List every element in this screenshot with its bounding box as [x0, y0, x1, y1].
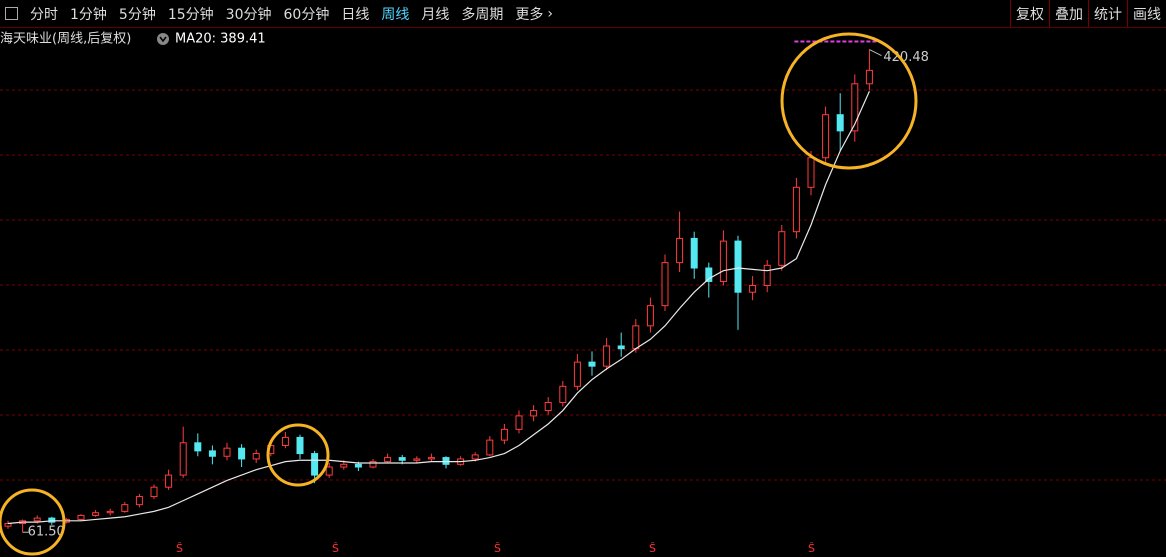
- candle-body: [559, 385, 567, 403]
- candle-body: [646, 305, 654, 327]
- candle-body: [165, 474, 173, 488]
- chevron: ›: [547, 5, 553, 22]
- candle-body: [325, 466, 333, 476]
- button[interactable]: 复权: [1010, 0, 1049, 27]
- candle-body: [238, 447, 246, 460]
- signal-marker: Ŝ: [176, 542, 183, 555]
- tabs: 分时 1分钟 5分钟 15分钟 30分钟 60分钟 日线 周线 月线 多周期 更多: [30, 4, 555, 24]
- candle-body: [106, 510, 114, 514]
- candle-body: [471, 454, 479, 460]
- tab[interactable]: 月线: [421, 6, 450, 23]
- candle-body: [515, 415, 523, 430]
- ma-line: [7, 91, 870, 525]
- tab[interactable]: 周线: [381, 6, 410, 23]
- candle-body: [836, 114, 844, 132]
- candle-body: [427, 457, 435, 460]
- candle-body: [311, 453, 319, 476]
- candle-body: [121, 504, 129, 512]
- signal-marker: Ŝ: [808, 542, 815, 555]
- candle-body: [33, 517, 41, 522]
- toolbar: 分时 1分钟 5分钟 15分钟 30分钟 60分钟 日线 周线 月线 多周期 更多 › 复权 叠加 统计…: [0, 0, 1166, 28]
- candle-body: [150, 486, 158, 498]
- highlight-circle: [266, 423, 330, 487]
- max-label: 420.48: [883, 50, 929, 65]
- candle-body: [252, 453, 260, 460]
- candle-body: [719, 240, 727, 282]
- candle-body: [705, 267, 713, 282]
- candle-body: [588, 361, 596, 367]
- candle-body: [179, 442, 187, 476]
- candle-body: [822, 114, 830, 159]
- candle-body: [807, 157, 815, 188]
- tab[interactable]: 60分钟: [283, 6, 330, 23]
- highlight-circle: [0, 488, 66, 556]
- signal-marker: Ŝ: [332, 542, 339, 555]
- grid: [0, 89, 1166, 481]
- tab[interactable]: 15分钟: [167, 6, 214, 23]
- candle-body: [486, 439, 494, 456]
- candle-body: [48, 517, 56, 523]
- toggle-icon[interactable]: [5, 7, 18, 20]
- highlight-circles: [0, 32, 918, 556]
- tab[interactable]: 分时: [30, 6, 58, 23]
- candle-body: [617, 345, 625, 350]
- tab[interactable]: 更多: [515, 6, 544, 23]
- ma-legend: MA20: 389.41: [175, 32, 266, 47]
- label-pointer: [869, 49, 882, 56]
- candle-body: [281, 436, 289, 446]
- plot: 61.50 420.48: [4, 40, 929, 540]
- tab[interactable]: 日线: [341, 6, 370, 23]
- legend-icon-chevron: [159, 36, 167, 43]
- candle-body: [530, 410, 538, 417]
- candle-body: [632, 325, 640, 350]
- tab[interactable]: 5分钟: [118, 6, 156, 23]
- button[interactable]: 统计: [1088, 0, 1127, 27]
- candle-body: [135, 496, 143, 506]
- candle-body: [77, 514, 85, 520]
- candle-body: [851, 83, 859, 132]
- candle-body: [398, 457, 406, 461]
- candle-body: [661, 262, 669, 307]
- signal-marker: Ŝ: [494, 542, 501, 555]
- highlight-circle: [780, 32, 918, 170]
- candle-body: [194, 442, 202, 452]
- signal-marker: Ŝ: [649, 542, 656, 555]
- candle-body: [690, 237, 698, 269]
- candle-body: [413, 458, 421, 461]
- candle-body: [384, 457, 392, 463]
- legend-icon[interactable]: [157, 33, 169, 45]
- candle-body: [369, 461, 377, 468]
- candle-body: [865, 69, 873, 85]
- min-label: 61.50: [28, 525, 65, 540]
- signal-markers: Ŝ Ŝ Ŝ Ŝ Ŝ: [176, 542, 815, 555]
- tab[interactable]: 30分钟: [225, 6, 272, 23]
- candle-body: [208, 450, 216, 457]
- candle-body: [573, 361, 581, 387]
- candle-body: [603, 345, 611, 367]
- candle-body: [442, 457, 450, 465]
- chart-title: 海天味业(周线,后复权): [0, 31, 131, 47]
- candle-body: [340, 463, 348, 468]
- candle-body: [296, 436, 304, 455]
- candle-body: [92, 512, 100, 516]
- candle-body: [734, 240, 742, 293]
- candle-body: [778, 231, 786, 266]
- tab[interactable]: 1分钟: [70, 6, 107, 23]
- button[interactable]: 叠加: [1049, 0, 1088, 27]
- button[interactable]: 画线: [1127, 0, 1166, 27]
- candle-body: [544, 401, 552, 412]
- candle-body: [749, 284, 757, 293]
- candle-body: [763, 264, 771, 286]
- candle-body: [500, 428, 508, 441]
- buttons: 复权 叠加 统计 画线: [1010, 0, 1166, 27]
- candle-body: [354, 463, 362, 468]
- candle-body: [792, 186, 800, 233]
- candle-body: [676, 237, 684, 264]
- tab[interactable]: 多周期: [461, 6, 504, 23]
- candle-body: [223, 447, 231, 457]
